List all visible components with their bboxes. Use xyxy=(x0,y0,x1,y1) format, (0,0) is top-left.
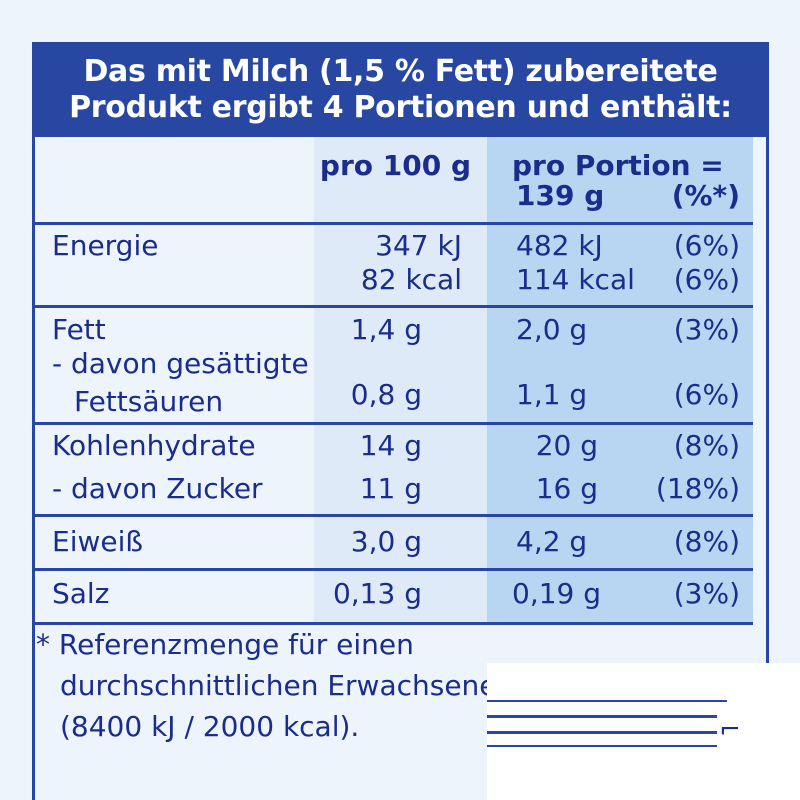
row-label-energie: Energie xyxy=(52,229,159,262)
header-line-2: Produkt ergibt 4 Portionen und enthält: xyxy=(69,89,732,125)
energie-100g-kj: 347 kJ xyxy=(375,229,462,262)
gesaettigte-percent: (6%) xyxy=(673,378,740,411)
column-header-per-portion: pro Portion = xyxy=(512,149,724,182)
nutrition-header: Das mit Milch (1,5 % Fett) zubereitete P… xyxy=(32,42,769,137)
package-line xyxy=(487,731,717,734)
salz-100g: 0,13 g xyxy=(332,577,422,610)
eiweiss-percent: (8%) xyxy=(673,525,740,558)
package-mark-icon: ⌐ xyxy=(719,715,741,745)
fett-100g: 1,4 g xyxy=(350,313,422,346)
salz-percent: (3%) xyxy=(673,577,740,610)
salz-portion: 0,19 g xyxy=(512,577,602,610)
column-header-per-100g: pro 100 g xyxy=(319,149,471,182)
zucker-portion: 16 g xyxy=(535,472,598,505)
column-header-percent: (%*) xyxy=(671,179,740,212)
eiweiss-100g: 3,0 g xyxy=(350,525,422,558)
kohlenhydrate-100g: 14 g xyxy=(359,429,422,462)
row-divider xyxy=(35,305,753,308)
row-label-kohlenhydrate: Kohlenhydrate xyxy=(52,429,256,462)
kohlenhydrate-percent: (8%) xyxy=(673,429,740,462)
energie-portion-kj: 482 kJ xyxy=(516,229,603,262)
footnote-line-3: (8400 kJ / 2000 kcal). xyxy=(60,710,360,743)
fett-percent: (3%) xyxy=(673,313,740,346)
energie-percent-kj: (6%) xyxy=(673,229,740,262)
row-divider xyxy=(35,514,753,517)
energie-percent-kcal: (6%) xyxy=(673,263,740,296)
row-divider xyxy=(35,622,753,625)
row-divider xyxy=(35,568,753,571)
row-label-salz: Salz xyxy=(52,577,110,610)
row-divider xyxy=(35,222,753,225)
row-label-zucker: - davon Zucker xyxy=(52,472,263,505)
package-line xyxy=(487,715,717,718)
fett-portion: 2,0 g xyxy=(516,313,588,346)
column-header-portion-size: 139 g xyxy=(516,179,605,212)
row-label-gesaettigte-line2: Fettsäuren xyxy=(74,385,224,418)
column-per-100g-background xyxy=(314,137,487,623)
energie-100g-kcal: 82 kcal xyxy=(360,263,462,296)
zucker-percent: (18%) xyxy=(655,472,740,505)
row-label-fett: Fett xyxy=(52,313,106,346)
footnote-line-1: * Referenzmenge für einen xyxy=(36,628,414,661)
package-line xyxy=(487,700,727,702)
energie-portion-kcal: 114 kcal xyxy=(516,263,635,296)
eiweiss-portion: 4,2 g xyxy=(516,525,588,558)
kohlenhydrate-portion: 20 g xyxy=(535,429,598,462)
header-line-1: Das mit Milch (1,5 % Fett) zubereitete xyxy=(83,53,718,89)
row-divider xyxy=(35,422,753,425)
column-per-portion-background xyxy=(487,137,753,623)
package-line xyxy=(487,745,717,747)
gesaettigte-portion: 1,1 g xyxy=(516,378,588,411)
footnote-line-2: durchschnittlichen Erwachsenen xyxy=(60,669,515,702)
package-fragment: ⌐ xyxy=(487,663,800,800)
row-label-eiweiss: Eiweiß xyxy=(52,525,144,558)
gesaettigte-100g: 0,8 g xyxy=(350,378,422,411)
zucker-100g: 11 g xyxy=(359,472,422,505)
row-label-gesaettigte-line1: - davon gesättigte xyxy=(52,347,309,380)
